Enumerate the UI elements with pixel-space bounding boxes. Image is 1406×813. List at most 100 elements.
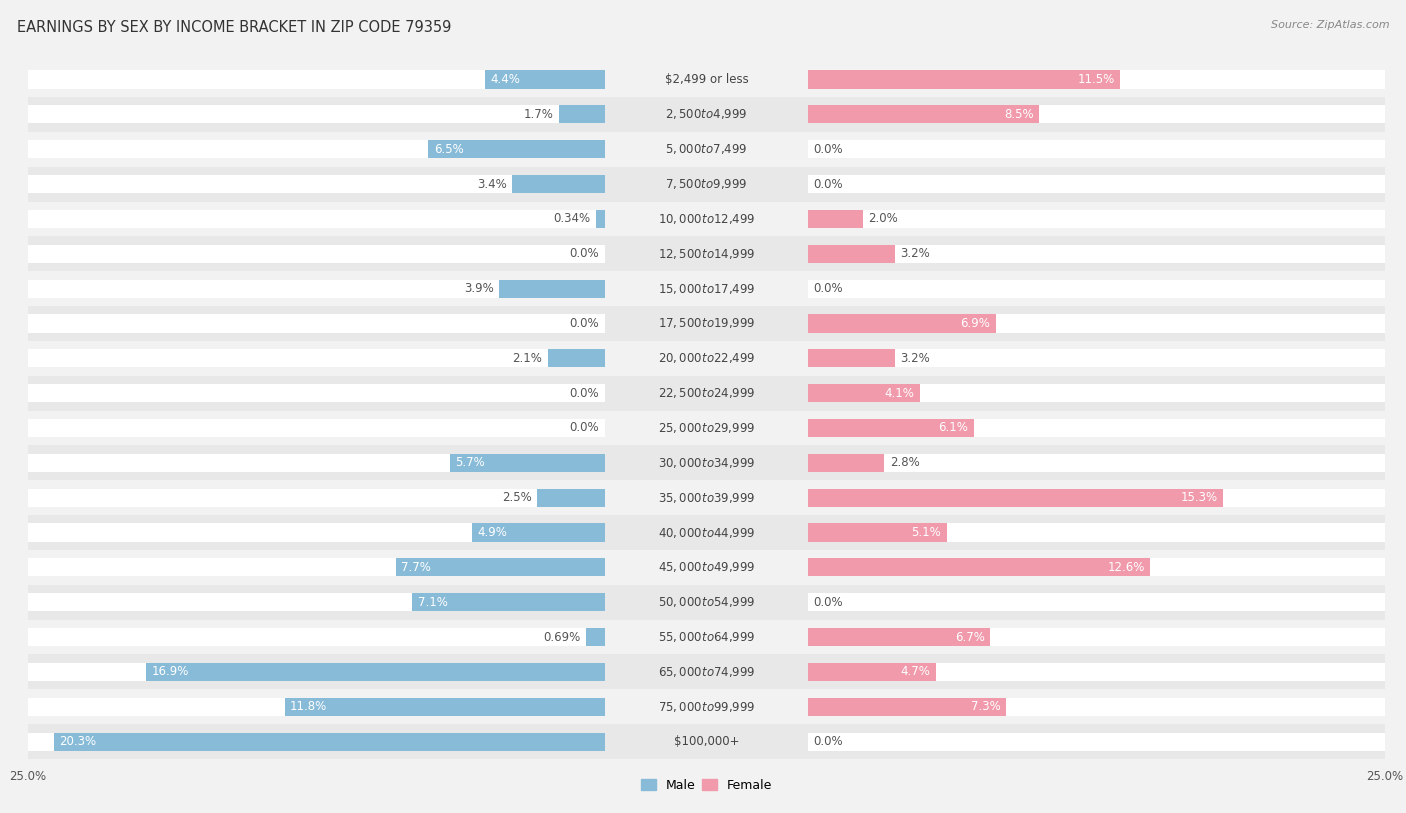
Bar (808, 175, 1385, 193)
Bar (28, 272, 1385, 306)
Bar (28, 689, 1385, 724)
Bar (808, 559, 1150, 576)
Text: 6.1%: 6.1% (938, 421, 969, 434)
Bar (808, 628, 1385, 646)
Text: 20.3%: 20.3% (59, 735, 97, 748)
Text: 5.1%: 5.1% (911, 526, 941, 539)
Text: $30,000 to $34,999: $30,000 to $34,999 (658, 456, 755, 470)
Bar (808, 628, 990, 646)
Bar (28, 167, 1385, 202)
Bar (808, 315, 995, 333)
Text: 2.1%: 2.1% (512, 352, 543, 365)
Bar (548, 350, 605, 367)
Text: 0.0%: 0.0% (814, 596, 844, 609)
Bar (808, 593, 1385, 611)
Text: $22,500 to $24,999: $22,500 to $24,999 (658, 386, 755, 400)
Text: $2,499 or less: $2,499 or less (665, 73, 748, 86)
Bar (28, 210, 605, 228)
Bar (808, 524, 1385, 541)
Bar (808, 71, 1121, 89)
Bar (28, 237, 1385, 272)
Text: EARNINGS BY SEX BY INCOME BRACKET IN ZIP CODE 79359: EARNINGS BY SEX BY INCOME BRACKET IN ZIP… (17, 20, 451, 35)
Text: $25,000 to $29,999: $25,000 to $29,999 (658, 421, 755, 435)
Bar (28, 654, 1385, 689)
Text: 4.7%: 4.7% (900, 665, 931, 678)
Bar (28, 384, 605, 402)
Bar (28, 419, 605, 437)
Text: $20,000 to $22,499: $20,000 to $22,499 (658, 351, 755, 365)
Text: $75,000 to $99,999: $75,000 to $99,999 (658, 700, 755, 714)
Text: $40,000 to $44,999: $40,000 to $44,999 (658, 525, 755, 540)
Bar (28, 132, 1385, 167)
Text: 4.4%: 4.4% (491, 73, 520, 86)
Bar (28, 71, 605, 89)
Text: $10,000 to $12,499: $10,000 to $12,499 (658, 212, 755, 226)
Bar (808, 733, 1385, 750)
Bar (28, 315, 605, 333)
Text: 2.0%: 2.0% (868, 212, 897, 225)
Bar (28, 97, 1385, 132)
Bar (28, 140, 605, 159)
Bar (28, 480, 1385, 515)
Text: 0.0%: 0.0% (569, 421, 599, 434)
Text: 5.7%: 5.7% (456, 456, 485, 469)
Bar (472, 524, 605, 541)
Bar (808, 559, 1385, 576)
Bar (28, 585, 1385, 620)
Bar (28, 628, 605, 646)
Bar (28, 559, 605, 576)
Bar (808, 106, 1385, 124)
Bar (28, 202, 1385, 237)
Text: 6.7%: 6.7% (955, 631, 984, 644)
Bar (558, 106, 605, 124)
Bar (808, 350, 1385, 367)
Text: 3.4%: 3.4% (477, 177, 508, 190)
Text: $7,500 to $9,999: $7,500 to $9,999 (665, 177, 748, 191)
Text: 0.0%: 0.0% (569, 387, 599, 400)
Bar (28, 106, 605, 124)
Bar (28, 350, 605, 367)
Text: $45,000 to $49,999: $45,000 to $49,999 (658, 560, 755, 574)
Text: $65,000 to $74,999: $65,000 to $74,999 (658, 665, 755, 679)
Bar (808, 419, 974, 437)
Text: 7.1%: 7.1% (418, 596, 447, 609)
Text: $12,500 to $14,999: $12,500 to $14,999 (658, 247, 755, 261)
Text: 6.9%: 6.9% (960, 317, 990, 330)
Bar (808, 71, 1385, 89)
Text: 3.2%: 3.2% (900, 352, 931, 365)
Bar (28, 411, 1385, 446)
Text: 2.5%: 2.5% (502, 491, 531, 504)
Bar (28, 515, 1385, 550)
Text: 3.2%: 3.2% (900, 247, 931, 260)
Bar (808, 384, 920, 402)
Bar (28, 733, 605, 750)
Text: 1.7%: 1.7% (523, 108, 553, 121)
Bar (28, 550, 1385, 585)
Text: $50,000 to $54,999: $50,000 to $54,999 (658, 595, 755, 609)
Text: 0.34%: 0.34% (553, 212, 591, 225)
Bar (808, 245, 1385, 263)
Bar (28, 724, 1385, 759)
Text: 0.0%: 0.0% (569, 317, 599, 330)
Bar (429, 140, 605, 159)
Text: 8.5%: 8.5% (1004, 108, 1033, 121)
Bar (808, 245, 896, 263)
Bar (28, 376, 1385, 411)
Bar (450, 454, 605, 472)
Text: 12.6%: 12.6% (1108, 561, 1144, 574)
Text: 11.8%: 11.8% (290, 700, 328, 713)
Bar (412, 593, 605, 611)
Bar (808, 106, 1039, 124)
Text: 7.7%: 7.7% (401, 561, 432, 574)
Bar (808, 350, 896, 367)
Text: 0.0%: 0.0% (569, 247, 599, 260)
Text: 3.9%: 3.9% (464, 282, 494, 295)
Text: 11.5%: 11.5% (1077, 73, 1115, 86)
Bar (28, 245, 605, 263)
Legend: Male, Female: Male, Female (636, 774, 778, 797)
Bar (586, 628, 605, 646)
Bar (808, 663, 936, 681)
Text: $5,000 to $7,499: $5,000 to $7,499 (665, 142, 748, 156)
Bar (808, 489, 1223, 506)
Bar (808, 454, 1385, 472)
